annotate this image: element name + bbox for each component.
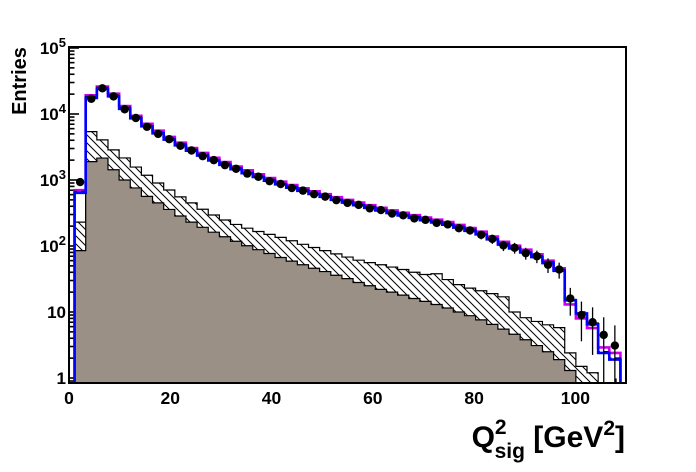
data-point-marker: [254, 172, 263, 181]
plot-frame: [68, 46, 627, 384]
data-point-marker: [309, 189, 319, 199]
data-point-marker: [566, 294, 575, 303]
data-point-marker: [131, 113, 141, 123]
y-axis-tick-labels: 1 10 102 103 104 105: [40, 35, 67, 388]
data-point-marker: [276, 179, 285, 189]
data-point-marker: [332, 195, 341, 205]
y-tick-label: 102: [40, 233, 66, 256]
data-point-marker: [376, 205, 386, 215]
data-point-marker: [599, 330, 608, 340]
data-point-marker: [287, 183, 296, 193]
y-tick-label: 103: [40, 167, 66, 190]
x-axis-title: Q2 sig [GeV2]: [472, 416, 625, 463]
y-tick-label: 105: [40, 35, 66, 58]
data-point-marker: [476, 230, 486, 239]
data-point-marker: [209, 155, 219, 165]
data-point-marker: [321, 192, 330, 201]
data-point-marker: [421, 215, 430, 225]
x-tick-label: 40: [262, 388, 282, 408]
x-axis-tick-labels: 0 20 40 60 80 100: [64, 388, 590, 408]
shaded-background-histogram: [73, 157, 621, 384]
data-point-marker: [75, 177, 85, 187]
data-point-marker: [265, 176, 274, 186]
data-point-marker: [87, 94, 96, 103]
data-point-marker: [120, 105, 129, 114]
data-point-marker: [354, 200, 363, 210]
data-point-marker: [465, 226, 475, 235]
data-point-marker: [109, 92, 118, 101]
data-point-marker: [432, 218, 441, 228]
data-point-marker: [499, 241, 508, 250]
data-point-marker: [577, 310, 586, 320]
data-point-marker: [443, 220, 452, 229]
data-point-marker: [243, 169, 252, 178]
data-point-marker: [399, 211, 408, 220]
data-point-marker: [98, 84, 107, 93]
data-point-marker: [454, 224, 464, 233]
y-tick-label: 10: [47, 303, 66, 322]
data-point-marker: [554, 265, 564, 274]
data-point-marker: [153, 129, 163, 139]
data-point-marker: [532, 252, 542, 261]
data-point-marker: [187, 146, 196, 155]
data-point-marker: [543, 260, 553, 269]
data-point-marker: [220, 160, 230, 170]
data-point-marker: [588, 318, 597, 327]
data-point-marker: [387, 209, 397, 218]
data-point-marker: [510, 243, 519, 252]
data-point-marker: [142, 122, 152, 131]
data-point-marker: [343, 198, 352, 208]
data-point-marker: [198, 151, 207, 161]
y-tick-label: 1: [57, 369, 66, 388]
data-point-marker: [610, 341, 620, 350]
data-point-marker: [365, 204, 374, 213]
data-point-marker: [410, 214, 419, 223]
data-point-marker: [298, 186, 308, 195]
data-point-marker: [521, 248, 530, 258]
data-point-marker: [231, 164, 241, 173]
x-tick-label: 20: [161, 388, 181, 408]
data-point-marker: [165, 135, 174, 144]
x-tick-label: 100: [561, 388, 590, 408]
y-tick-label: 104: [40, 101, 67, 124]
x-tick-label: 80: [464, 388, 484, 408]
y-axis-title: Entries: [9, 47, 31, 115]
data-point-marker: [176, 141, 185, 150]
data-points: [75, 84, 620, 383]
x-tick-label: 60: [363, 388, 383, 408]
data-point-marker: [488, 234, 497, 244]
x-tick-label: 0: [64, 388, 74, 408]
